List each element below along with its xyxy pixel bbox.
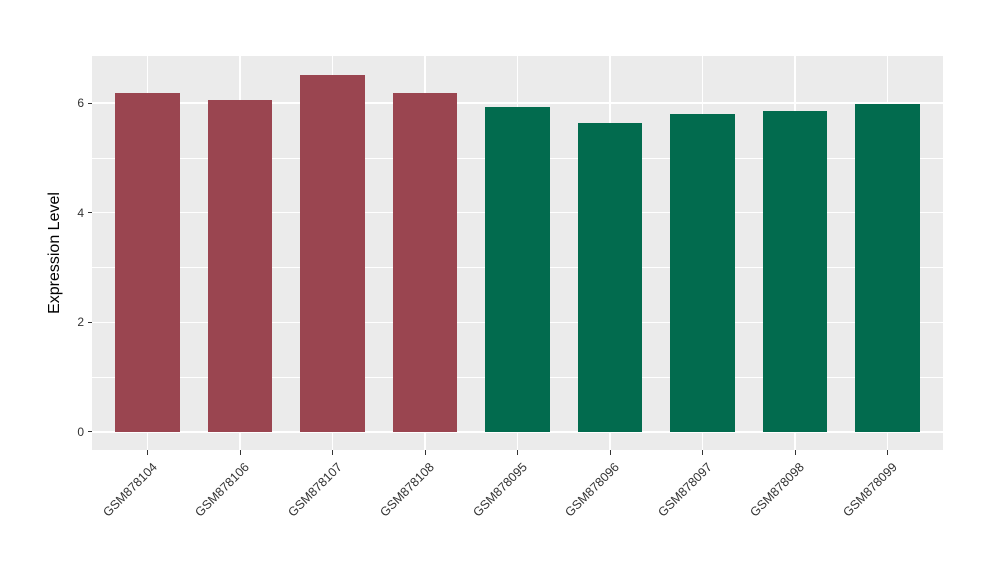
x-tick-mark-GSM878104: [147, 450, 148, 455]
bar-GSM878106: [207, 99, 273, 432]
x-tick-mark-GSM878097: [702, 450, 703, 455]
y-tick-mark-4: [88, 212, 92, 214]
y-tick-label-4: 4: [77, 205, 84, 220]
y-tick-mark-6: [88, 102, 92, 104]
x-tick-mark-GSM878095: [517, 450, 518, 455]
y-tick-label-0: 0: [77, 424, 84, 439]
y-tick-mark-0: [88, 431, 92, 433]
bar-GSM878107: [300, 75, 365, 432]
x-tick-mark-GSM878098: [794, 450, 796, 455]
bar-GSM878104: [115, 92, 180, 432]
x-tick-mark-GSM878106: [239, 450, 241, 455]
bar-GSM878096: [577, 123, 643, 432]
bar-GSM878108: [392, 93, 458, 432]
x-tick-mark-GSM878108: [424, 450, 426, 455]
y-tick-label-2: 2: [77, 315, 84, 330]
x-tick-mark-GSM878107: [332, 450, 333, 455]
y-tick-label-6: 6: [77, 96, 84, 111]
x-tick-mark-GSM878099: [887, 450, 888, 455]
y-tick-mark-2: [88, 321, 92, 323]
bar-GSM878097: [670, 114, 735, 432]
x-tick-mark-GSM878096: [609, 450, 611, 455]
y-axis-title: Expression Level: [38, 56, 72, 450]
bar-GSM878095: [485, 106, 550, 432]
bar-GSM878099: [855, 103, 920, 432]
bar-GSM878098: [762, 110, 828, 432]
plot-panel: [92, 56, 943, 450]
